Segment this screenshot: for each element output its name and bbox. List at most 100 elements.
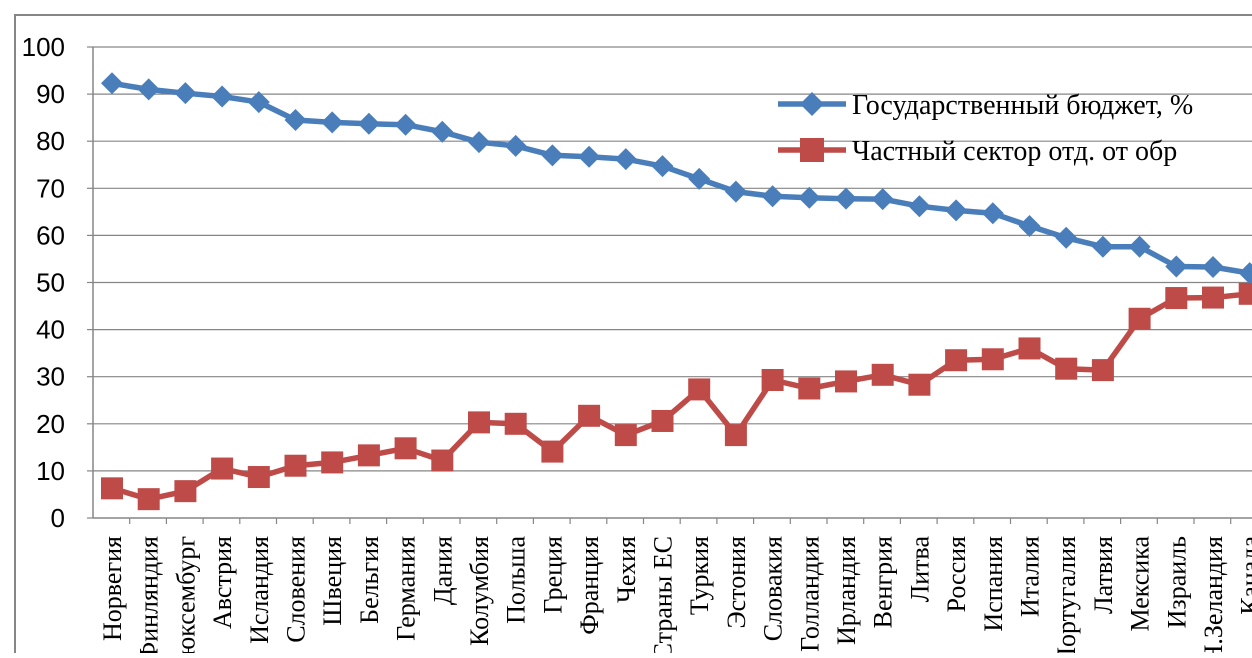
data-point bbox=[137, 78, 160, 101]
data-point bbox=[1202, 286, 1224, 309]
x-tick-label: Дания bbox=[428, 536, 457, 605]
data-point bbox=[724, 424, 747, 447]
data-point bbox=[1128, 307, 1151, 330]
x-tick-label: Венгрия bbox=[869, 536, 898, 628]
x-tick-label: Туркия bbox=[685, 536, 714, 615]
data-point bbox=[541, 144, 564, 167]
x-tick-label: Словения bbox=[282, 536, 311, 643]
data-point bbox=[211, 85, 234, 108]
x-tick-label: Греция bbox=[538, 536, 567, 614]
series-group bbox=[101, 72, 1252, 511]
x-tick-label: Чехия bbox=[612, 536, 641, 603]
x-tick-label: Н.Зеландия bbox=[1199, 536, 1228, 653]
y-tick-label: 40 bbox=[36, 315, 65, 345]
x-tick-label: Ирландия bbox=[832, 536, 861, 645]
data-point bbox=[578, 404, 601, 427]
data-point bbox=[761, 185, 784, 208]
y-tick-label: 80 bbox=[36, 126, 65, 156]
data-point bbox=[798, 377, 821, 400]
x-tick-label: Люксембург bbox=[171, 536, 200, 653]
x-tick-label: Финляндия bbox=[135, 536, 164, 653]
data-point bbox=[761, 368, 784, 391]
x-tick-label: Бельгия bbox=[355, 536, 384, 624]
legend-label: Государственный бюджет, % bbox=[852, 90, 1193, 121]
y-tick-label: 70 bbox=[36, 173, 65, 203]
data-point bbox=[1165, 287, 1188, 310]
data-point bbox=[614, 148, 637, 171]
x-tick-label: Мексика bbox=[1126, 536, 1155, 632]
data-point bbox=[688, 167, 711, 190]
data-point bbox=[321, 111, 344, 134]
data-point bbox=[174, 82, 197, 105]
data-point bbox=[724, 180, 747, 203]
data-point bbox=[1202, 255, 1224, 278]
y-axis: 0 10 20 30 40 50 60 70 80 90 100 bbox=[22, 32, 94, 533]
x-tick-label: Польша bbox=[502, 536, 531, 624]
chart-border bbox=[14, 14, 1252, 658]
data-point bbox=[541, 440, 564, 463]
data-point bbox=[945, 199, 968, 222]
x-tick-label: Германия bbox=[392, 536, 421, 641]
data-point bbox=[835, 187, 857, 210]
data-point bbox=[1165, 255, 1188, 278]
data-point bbox=[1091, 235, 1114, 258]
x-axis: Норвегия Финляндия Люксембург Австрия Исланд… bbox=[93, 517, 1252, 658]
data-point bbox=[284, 454, 307, 477]
data-point bbox=[1238, 282, 1252, 305]
x-tick-label: Португалия bbox=[1052, 536, 1081, 653]
x-tick-label: Голландия bbox=[795, 536, 824, 652]
data-point bbox=[137, 488, 160, 511]
data-point bbox=[504, 412, 527, 435]
data-point bbox=[211, 457, 234, 480]
legend-marker bbox=[800, 92, 824, 116]
data-point bbox=[468, 131, 490, 154]
x-tick-label: Страны ЕС bbox=[649, 536, 678, 653]
data-point bbox=[1018, 214, 1041, 237]
data-point bbox=[247, 466, 270, 489]
data-point bbox=[981, 348, 1004, 371]
data-point bbox=[284, 109, 307, 132]
data-point bbox=[908, 373, 931, 396]
y-tick-label: 100 bbox=[22, 32, 65, 62]
x-tick-label: Латвия bbox=[1089, 536, 1118, 614]
legend-marker bbox=[800, 138, 824, 162]
y-tick-label: 0 bbox=[51, 503, 65, 533]
data-point bbox=[101, 72, 123, 95]
y-tick-label: 60 bbox=[36, 220, 65, 250]
x-tick-label: Испания bbox=[979, 536, 1008, 632]
data-point bbox=[908, 195, 931, 218]
data-point bbox=[504, 134, 527, 157]
legend: Государственный бюджет, % Частный сектор … bbox=[778, 90, 1193, 167]
x-tick-label: Израиль bbox=[1162, 536, 1191, 628]
data-point bbox=[835, 370, 857, 393]
data-point bbox=[174, 480, 197, 503]
data-point bbox=[614, 424, 637, 447]
data-point bbox=[1238, 262, 1252, 285]
x-tick-label: Словакия bbox=[759, 536, 788, 641]
data-point bbox=[981, 202, 1004, 225]
data-point bbox=[578, 145, 601, 168]
y-tick-label: 30 bbox=[36, 362, 65, 392]
data-point bbox=[871, 188, 894, 211]
data-point bbox=[394, 113, 417, 136]
data-point bbox=[431, 120, 454, 143]
x-tick-label: Канада bbox=[1236, 536, 1252, 615]
y-tick-label: 20 bbox=[36, 409, 65, 439]
y-tick-label: 10 bbox=[36, 456, 65, 486]
data-point bbox=[945, 349, 968, 372]
data-point bbox=[101, 477, 123, 500]
x-tick-label: Франция bbox=[575, 536, 604, 635]
x-tick-label: Исландия bbox=[245, 536, 274, 644]
x-tick-label: Норвегия bbox=[98, 536, 127, 641]
data-point bbox=[357, 112, 380, 135]
x-tick-label: Австрия bbox=[208, 536, 237, 629]
x-tick-label: Швеция bbox=[318, 536, 347, 626]
legend-label: Частный сектор отд. от обр bbox=[852, 136, 1177, 167]
x-tick-label: Россия bbox=[942, 536, 971, 612]
x-tick-label: Италия bbox=[1016, 536, 1045, 617]
data-point bbox=[1128, 235, 1151, 258]
x-tick-label: Колумбия bbox=[465, 536, 494, 646]
data-point bbox=[1018, 337, 1041, 360]
